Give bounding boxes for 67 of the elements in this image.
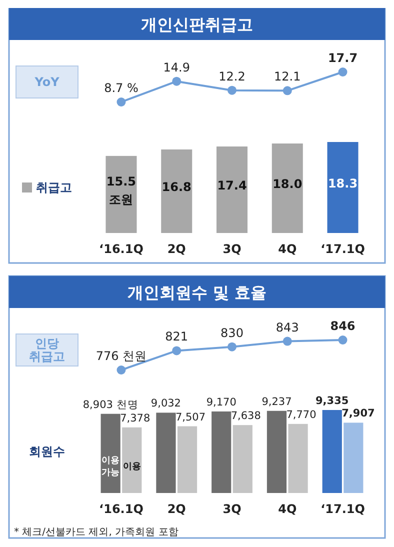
data-label: 8,903 천명: [82, 398, 138, 411]
x-tick-label: 2Q: [167, 242, 186, 256]
data-label: 821: [165, 330, 188, 344]
series-label: 이용 가능: [102, 456, 120, 478]
x-tick-label: 2Q: [167, 502, 186, 516]
data-label: 7,907: [342, 408, 375, 420]
text: YoY: [34, 75, 60, 89]
data-label: 17.4: [217, 178, 247, 193]
x-tick-label: 4Q: [278, 502, 297, 516]
bar: [122, 427, 142, 493]
x-tick-label: ‘17.1Q: [320, 502, 365, 516]
bar: [156, 412, 176, 493]
bar: [288, 424, 308, 493]
data-label: 17.7: [328, 51, 358, 65]
point: [338, 336, 348, 344]
data-label: 9,032: [150, 398, 181, 410]
bar: [232, 425, 252, 493]
point: [116, 98, 126, 106]
data-label: 14.9: [163, 60, 190, 74]
data-label: 830: [220, 326, 244, 340]
data-label: 8.7 %: [104, 81, 138, 95]
bar: [344, 422, 364, 493]
point: [338, 68, 348, 76]
data-label: 7,770: [286, 408, 316, 421]
chart-title: 개인회원수 및 효율: [127, 283, 267, 302]
data-label: 18.0: [272, 177, 302, 192]
x-tick-label: 3Q: [222, 502, 242, 516]
x-tick-label: ‘17.1Q: [320, 242, 365, 256]
data-label: 7,638: [230, 410, 261, 422]
chart-title: 개인신판취급고: [141, 15, 253, 34]
data-label: 776 천원: [96, 349, 147, 363]
bar: [322, 410, 342, 493]
data-label: 12.2: [218, 69, 246, 84]
text: * 체크/선불카드 제외, 가족회원 포함: [14, 527, 178, 538]
point: [116, 366, 126, 374]
point: [172, 346, 182, 356]
data-label: 16.8: [162, 180, 192, 194]
data-label: 843: [276, 320, 299, 334]
bar: [177, 426, 198, 493]
bar: [327, 142, 358, 233]
bar: [212, 411, 232, 493]
data-label: 18.3: [328, 176, 358, 190]
data-label: 846: [330, 319, 356, 333]
text: 인당 취급고: [29, 336, 65, 364]
data-label: 15.5 조원: [106, 174, 136, 206]
point: [282, 336, 292, 346]
bar: [272, 143, 303, 233]
point: [282, 86, 292, 96]
legend-label: 취급고: [36, 180, 72, 194]
data-label: 12.1: [274, 70, 301, 84]
bar: [161, 149, 192, 233]
point: [172, 76, 182, 86]
x-tick-label: ‘16.1Q: [99, 242, 144, 256]
data-label: 7,507: [175, 411, 206, 424]
point: [228, 86, 236, 95]
x-tick-label: 4Q: [278, 242, 297, 256]
data-label: 9,237: [262, 396, 292, 408]
data-label: 9,335: [316, 395, 349, 407]
bar: [216, 146, 248, 233]
y-axis-title: 회원수: [29, 444, 65, 458]
x-tick-label: ‘16.1Q: [99, 502, 144, 516]
x-tick-label: 3Q: [222, 242, 242, 256]
data-label: 7,378: [120, 412, 150, 424]
bar: [266, 410, 287, 493]
series-label: 이용: [122, 462, 141, 472]
data-label: 9,170: [206, 396, 236, 408]
point: [228, 342, 236, 352]
